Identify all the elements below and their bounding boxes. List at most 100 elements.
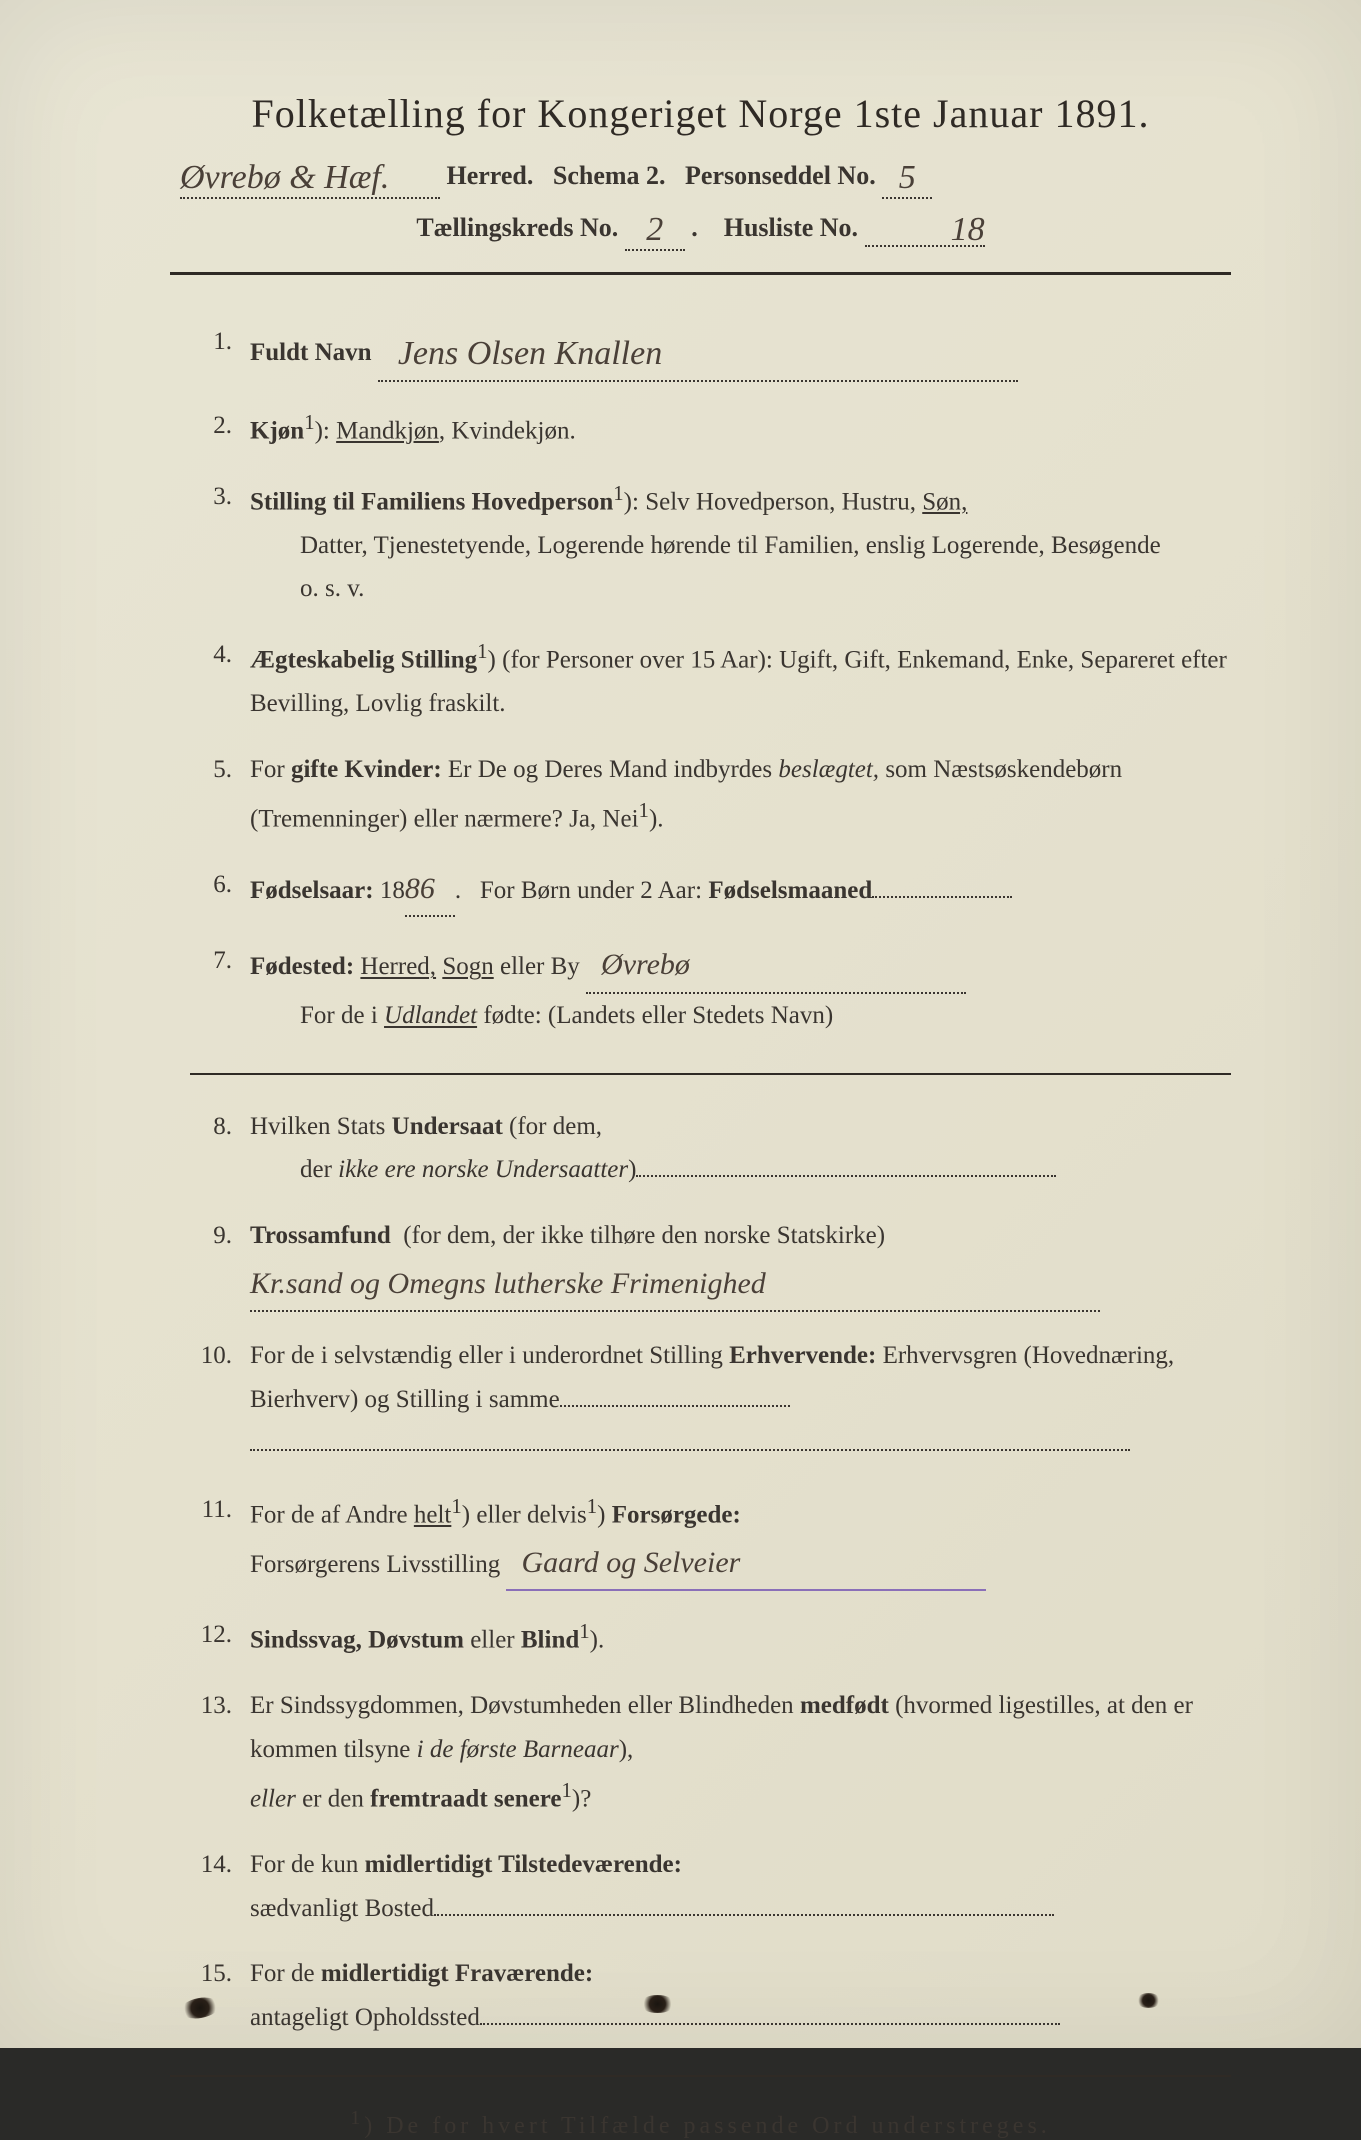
field-2: 2. Kjøn1): Mandkjøn, Kvindekjøn. [190, 404, 1231, 453]
t1: Er Sindssygdommen, Døvstumheden eller Bl… [250, 1692, 800, 1719]
kreds-label: Tællingskreds No. [416, 213, 618, 242]
text: Selv Hovedperson, Hustru, [645, 488, 922, 515]
sup: 1 [561, 1778, 571, 1802]
text3: o. s. v. [250, 575, 364, 602]
field-num: 5. [190, 748, 250, 841]
label: Fuldt Navn [250, 339, 372, 366]
t1: For de kun [250, 1851, 365, 1878]
field-body: For de midlertidigt Fraværende: antageli… [250, 1952, 1231, 2040]
t1: For de af Andre [250, 1501, 414, 1528]
herred-line: Øvrebø & Hæf. Herred. Schema 2. Personse… [170, 155, 1231, 195]
field-body: Er Sindssygdommen, Døvstumheden eller Bl… [250, 1684, 1231, 1821]
census-form-page: Folketælling for Kongeriget Norge 1ste J… [0, 0, 1361, 2048]
kreds-line: Tællingskreds No. 2 . Husliste No. 18 [170, 207, 1231, 247]
u2: Sogn [442, 953, 493, 980]
birthplace-value: Øvrebø [586, 939, 966, 994]
field-body: Kjøn1): Mandkjøn, Kvindekjøn. [250, 404, 1231, 453]
label: Fødested: [250, 953, 354, 980]
field-body: Trossamfund (for dem, der ikke tilhøre d… [250, 1214, 1231, 1312]
line2a: For de i [250, 1002, 384, 1029]
label: Kjøn [250, 417, 304, 444]
t2: eller delvis [470, 1501, 587, 1528]
label: Stilling til Familiens Hovedperson [250, 488, 613, 515]
label: Trossamfund [250, 1222, 391, 1249]
blank2 [250, 1449, 1130, 1451]
field-body: Stilling til Familiens Hovedperson1): Se… [250, 475, 1231, 612]
field-num: 13. [190, 1684, 250, 1821]
herred-value: Øvrebø & Hæf. [180, 159, 440, 199]
text2: Datter, Tjenestetyende, Logerende hørend… [250, 524, 1161, 568]
l2i: eller [250, 1785, 296, 1812]
bold: Undersaat [392, 1113, 503, 1140]
field-num: 6. [190, 863, 250, 918]
field-body: Fødested: Herred, Sogn eller By Øvrebø F… [250, 939, 1231, 1037]
text: (for dem, der ikke tilhøre den norske St… [403, 1222, 885, 1249]
t2: (for dem, [503, 1113, 602, 1140]
field-num: 8. [190, 1105, 250, 1193]
t3: ) [628, 1156, 636, 1183]
blank [480, 2023, 1060, 2025]
field-15: 15. For de midlertidigt Fraværende: anta… [190, 1952, 1231, 2040]
field-body: Hvilken Stats Undersaat (for dem, der ik… [250, 1105, 1231, 1193]
line2b: fødte: (Landets eller Stedets Navn) [477, 1002, 833, 1029]
field-10: 10. For de i selvstændig eller i underor… [190, 1334, 1231, 1465]
kreds-no: 2 [625, 211, 685, 251]
field-1: 1. Fuldt Navn Jens Olsen Knallen [190, 320, 1231, 382]
field-body: Fuldt Navn Jens Olsen Knallen [250, 320, 1231, 382]
field-5: 5. For gifte Kvinder: Er De og Deres Man… [190, 748, 1231, 841]
bold: midlertidigt Fraværende: [321, 1960, 593, 1987]
husliste-label: Husliste No. [724, 213, 858, 242]
field-3: 3. Stilling til Familiens Hovedperson1):… [190, 475, 1231, 612]
field-num: 4. [190, 633, 250, 726]
field-body: For de i selvstændig eller i underordnet… [250, 1334, 1231, 1465]
line2: antageligt Opholdssted [250, 2004, 480, 2031]
personseddel-no: 5 [882, 159, 932, 199]
field-num: 7. [190, 939, 250, 1037]
schema-label: Schema 2. [553, 161, 666, 190]
field-7: 7. Fødested: Herred, Sogn eller By Øvreb… [190, 939, 1231, 1037]
field-9: 9. Trossamfund (for dem, der ikke tilhør… [190, 1214, 1231, 1312]
sup: 1 [613, 481, 623, 505]
i1: i de første Barneaar [417, 1736, 619, 1763]
sup: 1 [579, 1619, 589, 1643]
sup: 1 [477, 639, 487, 663]
label1: Fødselsaar: [250, 877, 374, 904]
field-num: 15. [190, 1952, 250, 2040]
pre: For [250, 756, 291, 783]
field-8: 8. Hvilken Stats Undersaat (for dem, der… [190, 1105, 1231, 1193]
blank [636, 1175, 1056, 1177]
form-title: Folketælling for Kongeriget Norge 1ste J… [170, 90, 1231, 137]
field-12: 12. Sindssvag, Døvstum eller Blind1). [190, 1613, 1231, 1662]
year-prefix: 18 [380, 877, 405, 904]
text1: Er De og Deres Mand indbyrdes [448, 756, 778, 783]
name-value: Jens Olsen Knallen [398, 335, 662, 372]
label2: For Børn under 2 Aar: [480, 877, 702, 904]
t4: ? [580, 1785, 591, 1812]
u: helt [414, 1501, 452, 1528]
sup2: 1 [587, 1494, 597, 1518]
field-num: 14. [190, 1843, 250, 1931]
bold: midlertidigt Tilstedeværende: [365, 1851, 682, 1878]
religion-value: Kr.sand og Omegns lutherske Frimenighed [250, 1258, 1100, 1313]
field-body: For de af Andre helt1) eller delvis1) Fo… [250, 1488, 1231, 1592]
t1: eller By [494, 953, 580, 980]
husliste-no: 18 [951, 211, 985, 248]
t1: For de [250, 1960, 321, 1987]
u1: Herred, [360, 953, 436, 980]
form-header: Folketælling for Kongeriget Norge 1ste J… [170, 90, 1231, 247]
t3: ), [619, 1736, 634, 1763]
provider-value: Gaard og Selveier [521, 1546, 740, 1579]
field-body: Ægteskabelig Stilling1) (for Personer ov… [250, 633, 1231, 726]
field-num: 11. [190, 1488, 250, 1592]
relation-underlined: Søn, [922, 488, 967, 515]
line2italic: Udlandet [384, 1002, 477, 1029]
t1: For de i selvstændig eller i underordnet… [250, 1342, 729, 1369]
personseddel-label: Personseddel No. [685, 161, 876, 190]
field-num: 12. [190, 1613, 250, 1662]
divider-top [170, 272, 1231, 275]
label: gifte Kvinder: [291, 756, 442, 783]
field-14: 14. For de kun midlertidigt Tilstedevære… [190, 1843, 1231, 1931]
footnote-sup: 1 [350, 2107, 364, 2129]
field-body: For de kun midlertidigt Tilstedeværende:… [250, 1843, 1231, 1931]
herred-label: Herred. [447, 161, 534, 190]
